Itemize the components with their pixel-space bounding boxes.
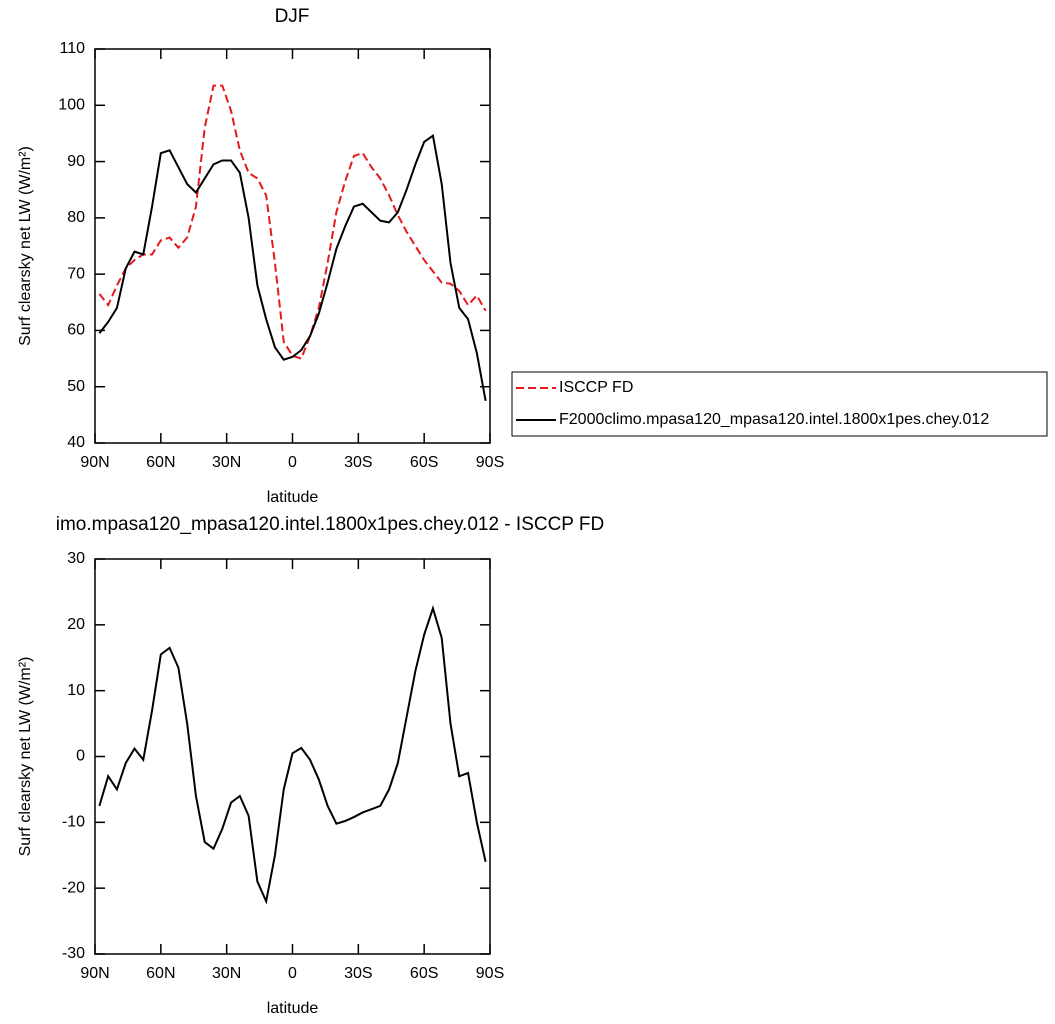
y-tick-label: 20: [67, 616, 85, 633]
y-tick-label: 50: [67, 378, 85, 395]
y-tick-label: 90: [67, 153, 85, 170]
y-tick-label: 100: [58, 97, 85, 114]
x-tick-label: 0: [288, 965, 297, 982]
data-line: [98, 605, 487, 905]
y-axis-label: Surf clearsky net LW (W/m²): [17, 657, 34, 857]
y-tick-label: 40: [67, 434, 85, 451]
y-tick-label: 30: [67, 550, 85, 567]
x-tick-label: 90N: [80, 454, 109, 471]
plot-frame: [94, 558, 491, 955]
y-tick-label: 0: [76, 748, 85, 765]
x-tick-label: 60S: [410, 965, 438, 982]
data-line: [98, 133, 487, 401]
x-tick-label: 90S: [476, 454, 504, 471]
x-tick-label: 30N: [212, 454, 241, 471]
legend-label: F2000climo.mpasa120_mpasa120.intel.1800x…: [559, 411, 989, 428]
chart-title: DJF: [275, 6, 310, 27]
y-tick-label: 70: [67, 265, 85, 282]
y-tick-label: 10: [67, 682, 85, 699]
y-tick-label: 80: [67, 209, 85, 226]
plot-frame: [94, 48, 491, 444]
x-tick-label: 90N: [80, 965, 109, 982]
x-tick-label: 90S: [476, 965, 504, 982]
y-tick-label: -30: [62, 945, 85, 962]
chart-title: imo.mpasa120_mpasa120.intel.1800x1pes.ch…: [56, 514, 605, 535]
x-tick-label: 30S: [344, 454, 372, 471]
y-tick-label: 60: [67, 322, 85, 339]
x-axis-label: latitude: [267, 489, 319, 506]
data-line: [98, 84, 487, 360]
x-tick-label: 0: [288, 454, 297, 471]
x-tick-label: 30S: [344, 965, 372, 982]
legend-box: [511, 371, 1048, 437]
legend-label: ISCCP FD: [559, 379, 633, 396]
y-tick-label: -20: [62, 879, 85, 896]
y-axis-label: Surf clearsky net LW (W/m²): [17, 146, 34, 346]
x-tick-label: 60N: [146, 454, 175, 471]
x-tick-label: 60N: [146, 965, 175, 982]
y-tick-label: -10: [62, 814, 85, 831]
x-axis-label: latitude: [267, 1000, 319, 1017]
x-tick-label: 60S: [410, 454, 438, 471]
y-tick-label: 110: [59, 40, 85, 57]
x-tick-label: 30N: [212, 965, 241, 982]
